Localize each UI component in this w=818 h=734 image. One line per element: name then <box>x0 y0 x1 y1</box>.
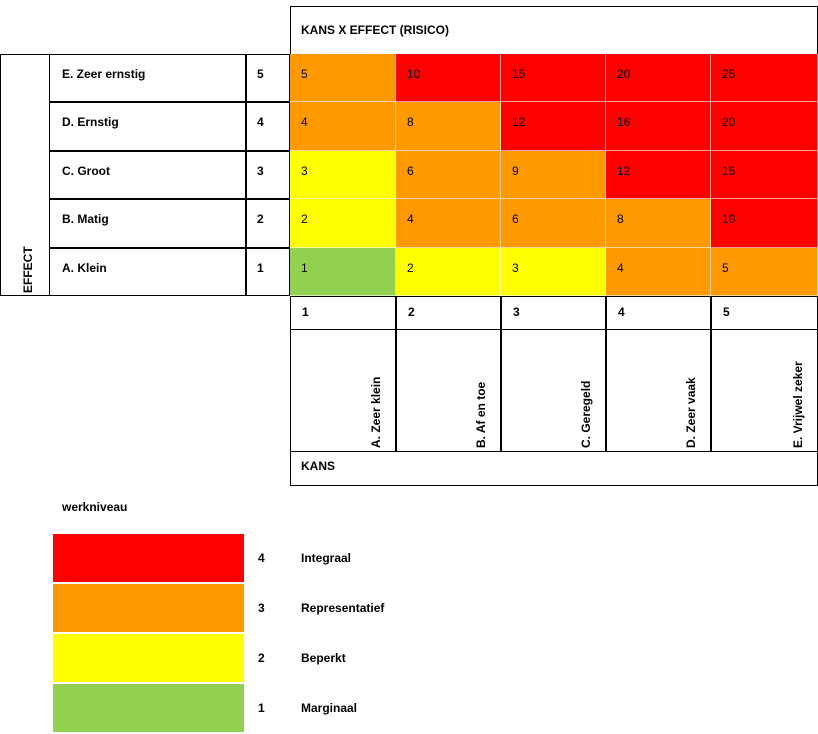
risk-cell: 20 <box>711 102 818 151</box>
legend-level: 2 <box>258 651 265 665</box>
risk-cell: 20 <box>606 54 711 103</box>
legend-swatch <box>53 534 244 582</box>
legend-label: Marginaal <box>301 701 358 715</box>
effect-row-label: A. Klein <box>49 247 246 296</box>
kans-score: 4 <box>606 296 711 330</box>
legend-swatch <box>53 684 244 732</box>
effect-row-score: 3 <box>246 150 290 200</box>
risk-cell: 8 <box>396 102 501 151</box>
kans-axis-box: KANS <box>290 452 818 486</box>
risk-cell: 9 <box>501 150 606 200</box>
kans-label-cell: C. Geregeld <box>501 330 606 452</box>
matrix-title-box: KANS X EFFECT (RISICO) <box>290 6 818 54</box>
legend-swatch <box>53 584 244 632</box>
effect-axis-box: EFFECT <box>0 54 49 296</box>
risk-cell: 3 <box>290 150 396 200</box>
effect-axis-label: EFFECT <box>21 246 35 293</box>
kans-label: D. Zeer vaak <box>684 377 698 448</box>
risk-cell: 4 <box>606 247 711 296</box>
risk-cell: 6 <box>501 199 606 248</box>
kans-score: 2 <box>396 296 501 330</box>
kans-label-cell: E. Vrijwel zeker <box>711 330 818 452</box>
kans-axis-label: KANS <box>301 459 336 473</box>
legend-label: Integraal <box>301 551 352 565</box>
matrix-title: KANS X EFFECT (RISICO) <box>301 23 450 37</box>
effect-row-label: B. Matig <box>49 199 246 248</box>
risk-cell: 2 <box>290 199 396 248</box>
risk-cell: 2 <box>396 247 501 296</box>
kans-score: 1 <box>290 296 396 330</box>
kans-score: 5 <box>711 296 818 330</box>
legend-title: werkniveau <box>62 500 128 514</box>
legend-level: 1 <box>258 701 265 715</box>
effect-row-label: D. Ernstig <box>49 102 246 151</box>
effect-row-score: 4 <box>246 102 290 151</box>
risk-cell: 10 <box>396 54 501 103</box>
kans-label-cell: D. Zeer vaak <box>606 330 711 452</box>
effect-row-score: 5 <box>246 54 290 103</box>
risk-cell: 4 <box>290 102 396 151</box>
risk-cell: 3 <box>501 247 606 296</box>
legend-level: 4 <box>258 551 265 565</box>
effect-row-label: E. Zeer ernstig <box>49 54 246 103</box>
kans-label-cell: A. Zeer klein <box>290 330 396 452</box>
kans-label: C. Geregeld <box>579 380 593 448</box>
risk-cell: 15 <box>711 150 818 200</box>
risk-cell: 5 <box>290 54 396 103</box>
risk-cell: 1 <box>290 247 396 296</box>
legend-label: Beperkt <box>301 651 346 665</box>
kans-score: 3 <box>501 296 606 330</box>
effect-row-label: C. Groot <box>49 150 246 200</box>
effect-row-score: 1 <box>246 247 290 296</box>
kans-label: A. Zeer klein <box>369 376 383 448</box>
risk-cell: 12 <box>501 102 606 151</box>
risk-cell: 12 <box>606 150 711 200</box>
risk-cell: 25 <box>711 54 818 103</box>
legend-level: 3 <box>258 601 265 615</box>
legend-swatch <box>53 634 244 682</box>
risk-cell: 8 <box>606 199 711 248</box>
risk-cell: 16 <box>606 102 711 151</box>
risk-cell: 4 <box>396 199 501 248</box>
effect-row-score: 2 <box>246 199 290 248</box>
legend-label: Representatief <box>301 601 385 615</box>
kans-label-cell: B. Af en toe <box>396 330 501 452</box>
risk-cell: 15 <box>501 54 606 103</box>
kans-label: E. Vrijwel zeker <box>791 361 805 448</box>
risk-cell: 5 <box>711 247 818 296</box>
kans-label: B. Af en toe <box>474 381 488 448</box>
risk-cell: 10 <box>711 199 818 248</box>
risk-cell: 6 <box>396 150 501 200</box>
